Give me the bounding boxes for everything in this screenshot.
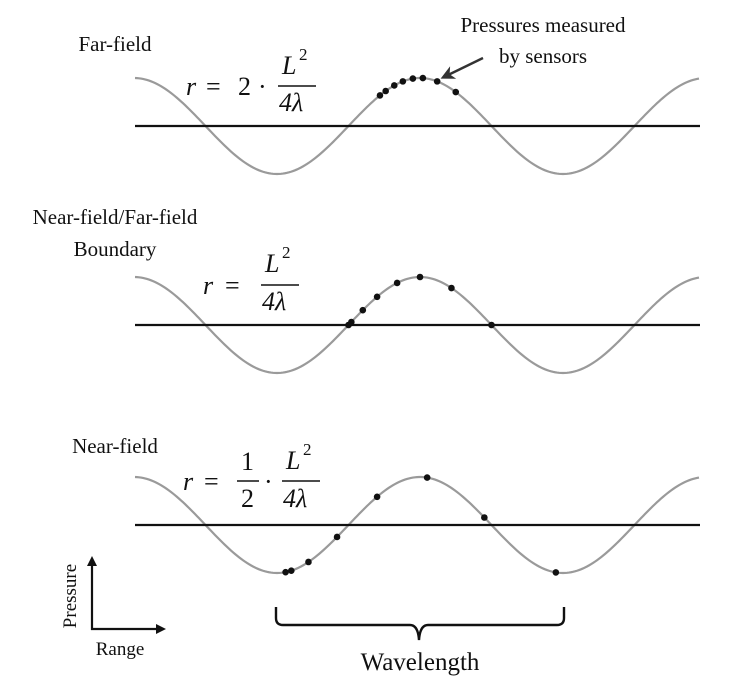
panel-boundary: Near-field/Far-field Boundary r = L 2 4λ (33, 205, 700, 375)
sensor-annotation: Pressures measured by sensors (440, 13, 626, 79)
sensor-dot (373, 493, 381, 501)
formula-equals: = (206, 72, 221, 101)
sensor-dot (488, 321, 495, 329)
panel-label-line-2: Boundary (74, 237, 157, 261)
pressure-axis-label: Pressure (60, 564, 81, 628)
sensor-dots (345, 273, 495, 329)
formula-numerator-base: L (264, 249, 279, 278)
sensor-dot (481, 514, 488, 521)
formula-numerator-base: L (281, 51, 296, 80)
sensor-dot (552, 569, 560, 576)
sensor-dots (376, 74, 460, 99)
formula-equals: = (225, 271, 240, 300)
formula-denominator: 4λ (279, 88, 303, 117)
panel-near-field: Near-field r = 1 2 · L 2 4λ (72, 434, 700, 576)
sensor-dot (282, 568, 289, 576)
sensor-dots (282, 474, 560, 576)
panel-label: Far-field (78, 32, 152, 56)
wavelength-indicator: Wavelength (274, 607, 566, 676)
formula-times: · (258, 72, 267, 101)
sensor-dot (333, 533, 341, 541)
range-axis-label: Range (96, 639, 145, 660)
sensor-dot (409, 75, 417, 82)
annotation-arrow (440, 56, 484, 79)
sensor-dot (359, 306, 367, 314)
annotation-line-1: Pressures measured (460, 13, 626, 37)
sensor-dot (382, 87, 389, 95)
sensor-dot (452, 88, 460, 96)
formula-far-field: r = 2 · L 2 4λ (186, 45, 316, 117)
sensor-dot (423, 474, 431, 481)
formula-near-field: r = 1 2 · L 2 4λ (183, 440, 320, 513)
formula-boundary: r = L 2 4λ (203, 243, 299, 316)
sensor-dot (448, 284, 455, 292)
panel-far-field: Far-field r = 2 · L 2 4λ (78, 32, 700, 176)
sensor-dot (416, 273, 424, 281)
sensor-dot (393, 279, 401, 287)
wavelength-brace (274, 607, 566, 641)
panel-label-line-1: Near-field/Far-field (33, 205, 198, 229)
wavelength-label: Wavelength (361, 649, 480, 676)
formula-r: r (186, 72, 197, 101)
formula-denominator: 4λ (262, 287, 286, 316)
pressure-wave (134, 475, 700, 575)
sensor-dot (348, 318, 355, 326)
sensor-dot (288, 567, 295, 574)
sensor-dot (433, 78, 441, 85)
panel-label: Near-field (72, 434, 158, 458)
sensor-dot (419, 74, 427, 82)
axes-legend: Pressure Range (60, 556, 166, 660)
formula-numerator-exponent: 2 (282, 243, 291, 262)
sensor-dot (305, 558, 312, 566)
sensor-dot (390, 82, 398, 89)
formula-equals: = (204, 467, 219, 496)
sensor-dot (373, 293, 381, 301)
formula-denominator: 4λ (283, 484, 307, 513)
pressure-wave (134, 76, 700, 176)
formula-numerator-exponent: 2 (299, 45, 308, 64)
annotation-line-2: by sensors (499, 44, 587, 68)
formula-times: · (264, 467, 273, 496)
formula-half-numerator: 1 (241, 447, 254, 476)
formula-half-denominator: 2 (241, 484, 254, 513)
formula-numerator-base: L (285, 446, 300, 475)
formula-coefficient: 2 (238, 72, 251, 101)
formula-r: r (183, 467, 194, 496)
sensor-dot (399, 78, 407, 85)
formula-numerator-exponent: 2 (303, 440, 312, 459)
formula-r: r (203, 271, 214, 300)
sensor-dot (376, 92, 384, 99)
